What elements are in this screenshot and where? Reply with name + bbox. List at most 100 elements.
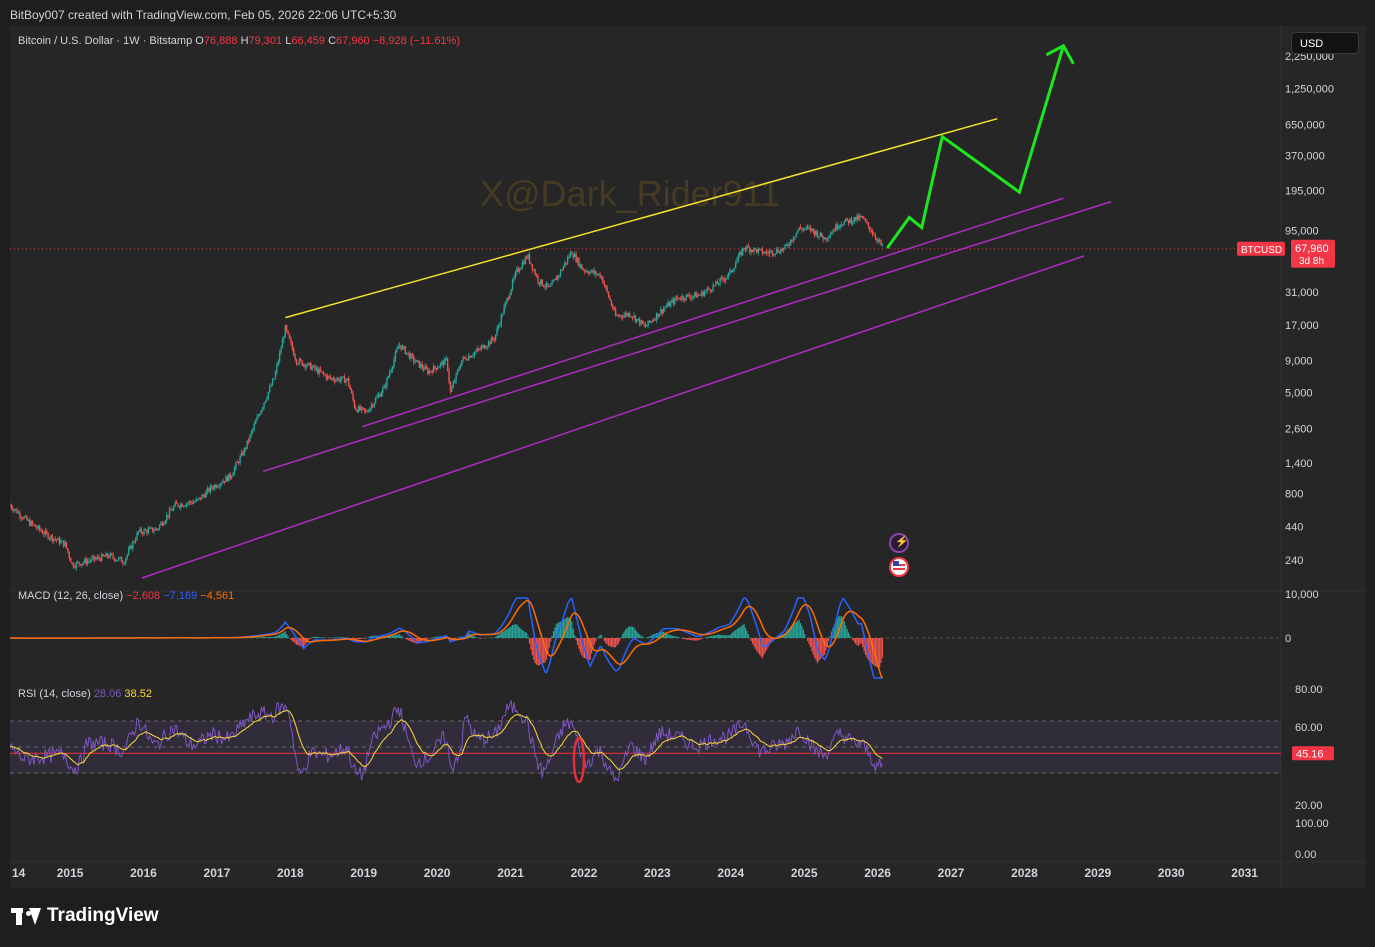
candle-body <box>487 341 490 347</box>
candle-body <box>452 382 454 388</box>
us-flag-icon[interactable] <box>889 557 909 577</box>
candle-body <box>703 292 706 297</box>
candle-body <box>774 253 776 255</box>
candle-body <box>142 532 144 534</box>
candle-body <box>184 505 186 507</box>
candle-body <box>693 292 696 296</box>
low-label: L <box>285 35 292 47</box>
candle-body <box>379 394 381 397</box>
candle-body <box>645 325 648 327</box>
candle-body <box>341 376 343 380</box>
candle-body <box>298 359 301 364</box>
candle-body <box>349 385 351 390</box>
candle-body <box>218 486 220 488</box>
symbol-title: Bitcoin / U.S. Dollar · 1W · Bitstamp <box>18 35 193 47</box>
currency-button[interactable]: USD <box>1291 32 1359 54</box>
candle-body <box>667 302 669 307</box>
candle-body <box>600 276 603 278</box>
candle-body <box>527 254 529 259</box>
candle-body <box>147 528 150 534</box>
candle-body <box>679 299 682 301</box>
candle-body <box>78 562 80 565</box>
candle-body <box>557 275 559 280</box>
candle-body <box>263 402 265 408</box>
candle-body <box>871 231 874 235</box>
candle-body <box>479 348 481 350</box>
candle-body <box>647 320 649 326</box>
symbol-legend[interactable]: Bitcoin / U.S. Dollar · 1W · Bitstamp O7… <box>18 35 460 47</box>
macd-legend[interactable]: MACD (12, 26, close) −2,608 −7,169 −4,56… <box>18 590 234 602</box>
candle-body <box>504 301 507 307</box>
candle-body <box>863 218 865 220</box>
price-chart[interactable]: X@Dark_Rider9112,250,0001,250,000650,000… <box>10 26 1366 888</box>
candle-body <box>784 244 786 248</box>
candle-body <box>387 376 390 378</box>
candle-body <box>555 278 558 280</box>
rsi-ma-value: 38.52 <box>124 688 152 700</box>
candle-body <box>524 257 526 265</box>
candle-body <box>428 370 430 374</box>
candle-body <box>120 557 123 563</box>
candle-body <box>403 346 405 348</box>
candle-body <box>31 521 34 525</box>
candle-body <box>240 452 243 457</box>
candle-body <box>326 375 329 379</box>
candle-body <box>665 306 668 308</box>
candle-body <box>293 349 295 356</box>
candle-body <box>212 487 214 489</box>
candle-body <box>206 488 209 492</box>
rsi-legend[interactable]: RSI (14, close) 28.06 38.52 <box>18 688 152 700</box>
candle-body <box>264 400 267 403</box>
candle-body <box>624 313 627 316</box>
candle-body <box>654 319 656 321</box>
candle-body <box>99 558 102 561</box>
candle-body <box>734 263 737 269</box>
candle-body <box>47 533 49 539</box>
candle-body <box>288 333 291 339</box>
candle-body <box>627 313 630 316</box>
candle-body <box>394 352 397 360</box>
candle-body <box>490 337 493 344</box>
candle-body <box>116 559 118 561</box>
macd-value-macd: −7,169 <box>163 590 198 602</box>
candle-body <box>359 406 361 411</box>
candle-body <box>410 354 412 359</box>
candle-body <box>583 270 586 272</box>
candle-body <box>259 414 261 416</box>
candle-body <box>129 545 131 550</box>
rsi-tag-bg <box>1292 746 1334 761</box>
candle-body <box>154 528 157 531</box>
event-flash-icon[interactable]: ⚡ <box>889 533 909 553</box>
candle-body <box>544 286 546 288</box>
candle-body <box>845 218 847 222</box>
candle-body <box>53 538 55 542</box>
price-axis-label: 1,250,000 <box>1285 83 1334 95</box>
candle-body <box>610 300 613 306</box>
candle-body <box>709 289 711 292</box>
candle-body <box>24 516 27 518</box>
candle-body <box>115 559 117 561</box>
candle-body <box>829 234 831 238</box>
candle-body <box>671 299 673 302</box>
candle-body <box>106 553 109 557</box>
candle-body <box>239 456 241 463</box>
candle-body <box>30 521 32 526</box>
candle-body <box>582 269 584 271</box>
candle-body <box>696 294 699 298</box>
candle-body <box>870 230 872 232</box>
candle-body <box>839 224 841 228</box>
candle-body <box>219 483 222 487</box>
candle-body <box>339 379 342 382</box>
candle-body <box>223 481 226 483</box>
change-value: −8,928 (−11.61%) <box>372 35 460 47</box>
candle-body <box>157 528 159 530</box>
chart-panel[interactable]: X@Dark_Rider911 2,250,000 1,250,000 650,000… <box>10 26 1366 888</box>
candle-body <box>284 325 286 338</box>
candle-body <box>818 236 820 238</box>
rsi-axis-label: 20.00 <box>1295 800 1323 812</box>
candle-body <box>685 294 687 300</box>
candle-body <box>77 562 79 564</box>
candle-body <box>435 367 438 370</box>
candle-body <box>350 389 353 394</box>
candle-body <box>507 298 510 300</box>
